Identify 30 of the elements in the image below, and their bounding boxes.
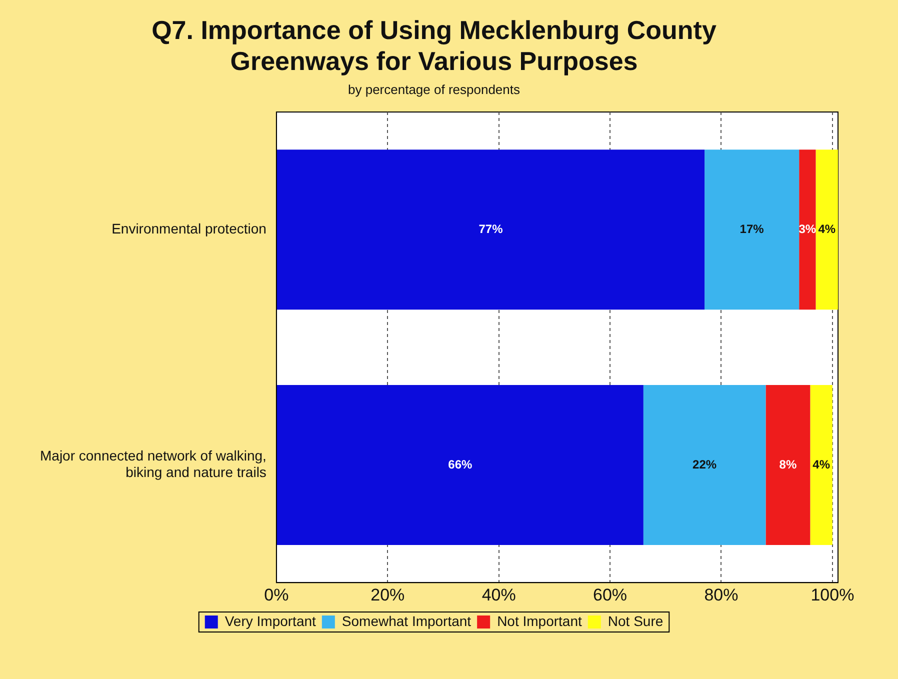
x-tick-label: 60% (593, 585, 628, 604)
legend-label: Not Important (497, 612, 582, 629)
x-tick-label: 0% (264, 585, 289, 604)
y-tick-label: Major connected network of walking, biking and nature trails (40, 447, 266, 480)
legend-label: Somewhat Important (342, 612, 472, 629)
bar (810, 384, 832, 545)
legend-label: Not Sure (608, 612, 664, 629)
data-label: 22% (692, 457, 717, 472)
x-tick-label: 40% (482, 585, 516, 604)
bar (276, 384, 644, 545)
legend-label: Very Important (224, 612, 316, 629)
chart-subtitle: by percentage of respondents (348, 82, 520, 97)
bar (643, 384, 766, 545)
bar (704, 150, 800, 310)
data-label: 4% (812, 457, 830, 472)
x-tick-label: 20% (370, 585, 405, 604)
data-label: 77% (478, 222, 504, 236)
x-tick-label: 80% (704, 585, 738, 604)
bar (799, 150, 816, 310)
bar (276, 150, 705, 310)
y-tick-label: Environmental protection (112, 220, 266, 237)
data-label: 17% (740, 222, 764, 236)
data-label: 4% (818, 222, 836, 236)
data-label: 8% (779, 457, 797, 472)
bar (766, 384, 810, 545)
chart-title: Q7. Importance of Using Mecklenburg County Greenways for Various Purposes (152, 14, 717, 76)
data-label: 3% (798, 222, 816, 236)
data-label: 66% (448, 457, 473, 472)
x-tick-label: 100% (810, 585, 854, 604)
bar (816, 150, 838, 310)
